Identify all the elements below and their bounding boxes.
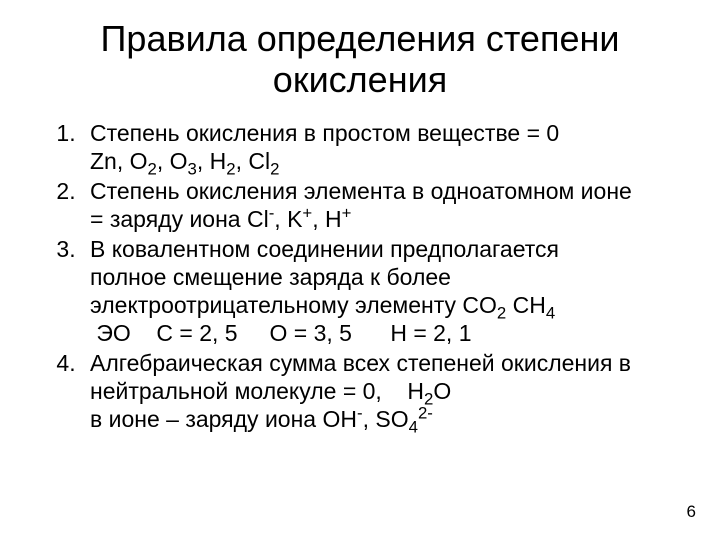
sub-4: 4 <box>546 304 555 323</box>
sub-3: 3 <box>188 159 197 178</box>
rule-1-line-b-pre: Zn, O <box>90 148 148 174</box>
page-number: 6 <box>687 502 696 522</box>
sup-2minus: 2- <box>418 404 433 423</box>
sub-4-b: 4 <box>409 418 418 437</box>
rule-4: Алгебраическая сумма всех степеней окисл… <box>82 349 692 433</box>
rule-1-line-b-mid1: , O <box>157 148 188 174</box>
rule-4-line-b-pre: нейтральной молекуле = 0, H <box>90 378 424 404</box>
rule-2-line-b-mid2: , H <box>312 206 341 232</box>
rule-3: В ковалентном соединении предполагается … <box>82 235 692 347</box>
slide-title: Правила определения степени окисления <box>28 18 692 101</box>
sub-2-c: 2 <box>270 159 279 178</box>
slide: Правила определения степени окисления Ст… <box>0 0 720 540</box>
rule-3-line-c-pre: электроотрицательному элементу CO <box>90 292 497 318</box>
rule-1: Степень окисления в простом веществе = 0… <box>82 119 692 175</box>
title-line-1: Правила определения степени <box>101 18 620 59</box>
sub-2: 2 <box>148 159 157 178</box>
rule-1-line-a: Степень окисления в простом веществе = 0 <box>90 120 559 146</box>
rule-3-line-c-mid: CH <box>506 292 546 318</box>
sub-2-b: 2 <box>226 159 235 178</box>
rule-3-line-d: ЭО C = 2, 5 О = 3, 5 Н = 2, 1 <box>90 320 472 346</box>
rule-2-line-b-pre: = заряду иона Cl <box>90 206 269 232</box>
rule-2: Степень окисления элемента в одноатомном… <box>82 177 692 233</box>
rule-4-line-a: Алгебраическая сумма всех степеней окисл… <box>90 350 631 376</box>
rule-3-line-a: В ковалентном соединении предполагается <box>90 236 559 262</box>
rules-list: Степень окисления в простом веществе = 0… <box>28 119 692 434</box>
rule-4-line-c-mid: , SO <box>363 406 409 432</box>
rule-2-line-a: Степень окисления элемента в одноатомном… <box>90 178 632 204</box>
sub-2-d: 2 <box>497 304 506 323</box>
rule-1-line-b-mid3: , Cl <box>236 148 271 174</box>
sup-plus-b: + <box>342 203 352 222</box>
sup-plus-a: + <box>302 203 312 222</box>
rule-4-line-b-post: O <box>433 378 451 404</box>
rule-2-line-b-mid1: , K <box>274 206 302 232</box>
rule-3-line-b: полное смещение заряда к более <box>90 264 451 290</box>
title-line-2: окисления <box>273 59 447 100</box>
rule-4-line-c-pre: в ионе – заряду иона OH <box>90 406 357 432</box>
rule-1-line-b-mid2: , H <box>197 148 226 174</box>
